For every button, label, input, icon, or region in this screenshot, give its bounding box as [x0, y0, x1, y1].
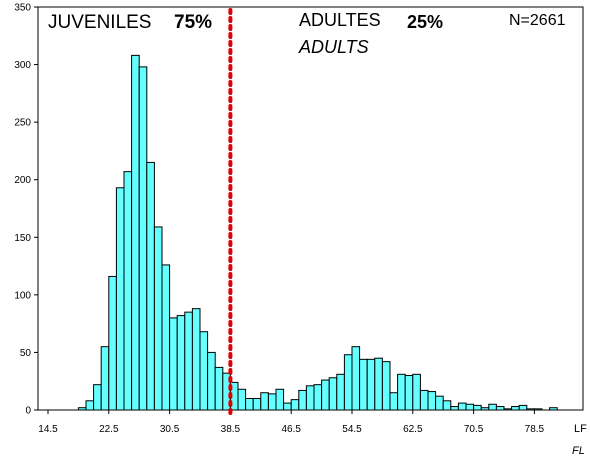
juveniles-percentage: 75% [174, 12, 213, 33]
histogram-bar [404, 374, 414, 411]
juveniles-label: JUVENILES [48, 12, 152, 33]
histogram-bar [450, 406, 459, 411]
histogram-bar [108, 275, 117, 411]
x-tick-label: 54.5 [342, 424, 362, 435]
adults-percentage: 25% [407, 12, 444, 32]
y-tick-label: 300 [14, 60, 31, 71]
histogram-bar [275, 388, 285, 411]
histogram-bar [313, 384, 323, 411]
histogram-bars [77, 54, 558, 411]
histogram-bar [366, 358, 376, 411]
y-tick-label: 350 [14, 3, 31, 14]
histogram-bar [252, 397, 262, 411]
x-axis-label: LF [574, 423, 587, 435]
histogram-bar [123, 171, 133, 411]
histogram-bar [336, 373, 345, 411]
x-tick-label: 38.5 [221, 424, 241, 435]
histogram-bar [100, 346, 110, 411]
histogram-bar [465, 403, 475, 411]
histogram-bar [549, 407, 558, 411]
histogram-bar [161, 264, 171, 411]
histogram-bar [267, 393, 277, 411]
x-tick-label: 70.5 [464, 424, 484, 435]
histogram-bar [176, 315, 186, 411]
histogram-bar [480, 407, 490, 411]
x-tick-label: 46.5 [281, 424, 301, 435]
y-tick-label: 0 [25, 406, 31, 417]
histogram-bar [473, 404, 482, 411]
histogram-bar [85, 400, 95, 411]
histogram-bar [419, 389, 429, 411]
histogram-bar [511, 406, 520, 411]
histogram-bar [199, 331, 209, 411]
y-tick-label: 150 [14, 233, 31, 244]
adults-label: ADULTES [299, 10, 381, 30]
x-tick-label: 22.5 [99, 424, 119, 435]
y-axis: 0 50 100 150 200 250 300 350 [14, 3, 38, 417]
histogram-bar [381, 361, 391, 411]
y-tick-label: 200 [14, 175, 31, 186]
histogram-bar [359, 358, 368, 411]
histogram-bar [495, 406, 505, 411]
histogram-bar [207, 351, 216, 411]
histogram-bar [237, 388, 247, 411]
histogram-bar [533, 408, 543, 411]
histogram-bar [298, 389, 307, 411]
histogram-bar [374, 357, 383, 411]
histogram-bar [435, 395, 444, 411]
histogram-bar [488, 403, 497, 411]
histogram-bar [191, 308, 201, 411]
x-tick-label: 62.5 [403, 424, 423, 435]
histogram-bar [518, 404, 528, 411]
histogram-bar [169, 317, 178, 411]
x-axis: 14.5 22.5 30.5 38.5 46.5 54.5 62.5 70.5 78.5 [38, 410, 545, 435]
histogram-bar [77, 407, 87, 411]
histogram-bar [351, 346, 361, 411]
histogram-bar [328, 377, 338, 411]
adults-label-english: ADULTS [299, 37, 369, 57]
histogram-bar [283, 402, 292, 411]
x-axis-label-english: FL [572, 445, 585, 457]
histogram-bar [457, 402, 467, 411]
histogram-bar [138, 66, 148, 411]
histogram-bar [131, 54, 140, 411]
y-tick-label: 50 [20, 348, 32, 359]
histogram-bar [427, 391, 437, 411]
y-tick-label: 100 [14, 290, 31, 301]
histogram-bar [305, 385, 315, 411]
x-tick-label: 14.5 [38, 424, 58, 435]
x-tick-label: 78.5 [525, 424, 545, 435]
histogram-bar [115, 187, 125, 411]
histogram-bar [343, 354, 353, 411]
histogram-bar [321, 379, 330, 411]
histogram-bar [93, 384, 102, 411]
histogram-bar [184, 311, 193, 411]
histogram-bar [290, 399, 300, 411]
histogram-bar [397, 373, 406, 411]
histogram-bar [146, 161, 155, 411]
histogram-bar [245, 397, 254, 411]
y-tick-label: 250 [14, 118, 31, 129]
histogram-bar [442, 400, 452, 411]
histogram-bar [214, 366, 224, 411]
histogram-bar [260, 392, 269, 411]
histogram-bar [389, 392, 399, 411]
histogram-bar [153, 226, 163, 411]
histogram-bar [503, 408, 513, 411]
histogram-bar [526, 408, 535, 411]
histogram-bar [412, 373, 421, 411]
sample-size-label: N=2661 [509, 12, 566, 29]
x-tick-label: 30.5 [160, 424, 180, 435]
